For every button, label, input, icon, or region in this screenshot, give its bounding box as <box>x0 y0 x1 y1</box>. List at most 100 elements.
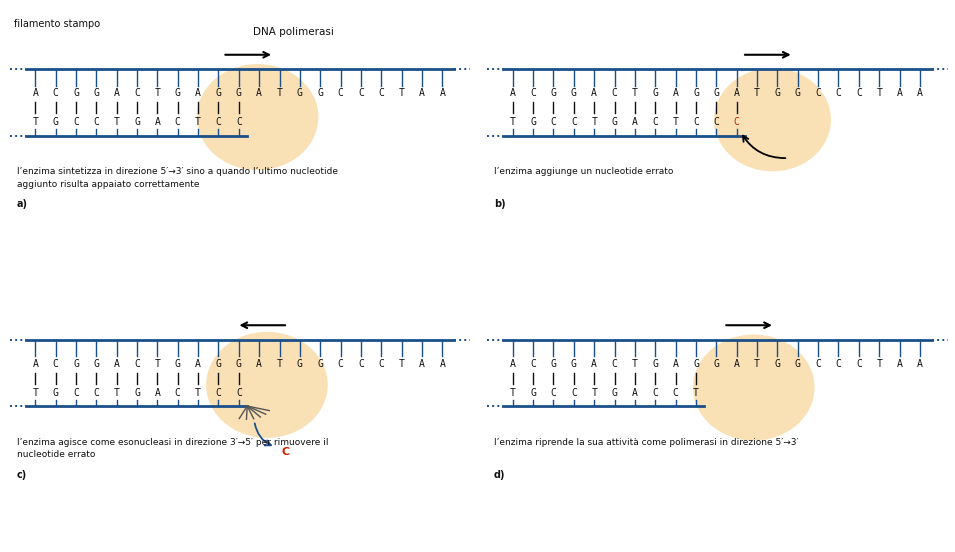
Text: C: C <box>134 359 140 369</box>
Text: C: C <box>236 118 242 128</box>
Text: T: T <box>399 88 405 98</box>
Text: A: A <box>114 359 119 369</box>
Text: G: G <box>94 88 99 98</box>
Text: G: G <box>693 88 699 98</box>
Text: A: A <box>733 88 739 98</box>
Text: G: G <box>175 359 180 369</box>
Text: G: G <box>53 118 58 128</box>
Text: G: G <box>611 388 618 398</box>
Text: T: T <box>32 118 38 128</box>
Text: G: G <box>551 88 557 98</box>
Text: C: C <box>713 118 719 128</box>
Text: C: C <box>571 388 577 398</box>
Text: C: C <box>551 388 557 398</box>
Text: A: A <box>632 118 638 128</box>
Text: G: G <box>693 359 699 369</box>
Text: T: T <box>155 359 160 369</box>
Text: C: C <box>338 359 344 369</box>
Text: G: G <box>652 88 658 98</box>
Text: filamento stampo: filamento stampo <box>14 19 100 29</box>
Text: C: C <box>611 88 618 98</box>
Text: A: A <box>155 118 160 128</box>
Text: A: A <box>917 359 923 369</box>
Text: G: G <box>236 359 242 369</box>
Text: T: T <box>399 359 405 369</box>
Text: G: G <box>74 359 79 369</box>
Text: G: G <box>795 88 800 98</box>
Text: l’enzima aggiunge un nucleotide errato: l’enzima aggiunge un nucleotide errato <box>494 167 673 177</box>
Text: T: T <box>632 359 638 369</box>
Ellipse shape <box>197 64 318 170</box>
Text: A: A <box>195 359 202 369</box>
Text: T: T <box>277 88 283 98</box>
Text: C: C <box>282 448 289 458</box>
Text: d): d) <box>494 470 505 480</box>
Text: G: G <box>216 359 222 369</box>
Text: G: G <box>94 359 99 369</box>
Text: A: A <box>256 88 262 98</box>
Text: C: C <box>530 88 536 98</box>
Text: T: T <box>195 118 202 128</box>
Text: T: T <box>754 359 760 369</box>
Text: C: C <box>378 88 384 98</box>
Text: G: G <box>530 388 536 398</box>
Text: DNA polimerasi: DNA polimerasi <box>253 27 333 37</box>
Text: G: G <box>652 359 658 369</box>
Text: T: T <box>591 388 597 398</box>
Text: C: C <box>338 88 344 98</box>
Text: l’enzima agisce come esonucleasi in direzione 3′→5′ per rimuovere il
nucleotide : l’enzima agisce come esonucleasi in dire… <box>16 438 329 459</box>
Text: T: T <box>877 88 882 98</box>
Text: T: T <box>510 388 516 398</box>
Text: T: T <box>114 388 119 398</box>
Text: l’enzima riprende la sua attività come polimerasi in direzione 5′→3′: l’enzima riprende la sua attività come p… <box>494 438 798 447</box>
Text: C: C <box>652 118 658 128</box>
Text: A: A <box>591 359 597 369</box>
Text: A: A <box>155 388 160 398</box>
Text: A: A <box>897 88 902 98</box>
Ellipse shape <box>693 335 815 440</box>
Text: C: C <box>551 118 557 128</box>
Text: T: T <box>693 388 699 398</box>
Text: C: C <box>175 388 180 398</box>
Text: A: A <box>419 88 425 98</box>
Text: G: G <box>775 88 780 98</box>
Text: G: G <box>611 118 618 128</box>
Text: A: A <box>672 88 679 98</box>
Text: G: G <box>571 88 577 98</box>
Text: A: A <box>897 359 902 369</box>
Text: C: C <box>836 359 841 369</box>
Text: A: A <box>510 88 516 98</box>
Text: A: A <box>195 88 202 98</box>
Text: G: G <box>775 359 780 369</box>
Text: T: T <box>114 118 119 128</box>
Text: G: G <box>53 388 58 398</box>
Text: C: C <box>94 388 99 398</box>
Text: T: T <box>155 88 160 98</box>
Text: T: T <box>277 359 283 369</box>
Text: b): b) <box>494 199 506 209</box>
Text: G: G <box>317 88 323 98</box>
Text: C: C <box>378 359 384 369</box>
Text: A: A <box>510 359 516 369</box>
Text: C: C <box>74 388 79 398</box>
Text: C: C <box>53 88 58 98</box>
Text: A: A <box>591 88 597 98</box>
Text: c): c) <box>16 470 27 480</box>
Text: A: A <box>917 88 923 98</box>
Text: A: A <box>439 88 445 98</box>
Text: C: C <box>571 118 577 128</box>
Text: C: C <box>74 118 79 128</box>
Text: C: C <box>733 118 739 128</box>
Text: C: C <box>816 359 821 369</box>
Text: C: C <box>216 118 222 128</box>
Text: C: C <box>652 388 658 398</box>
Text: C: C <box>358 359 364 369</box>
Text: G: G <box>175 88 180 98</box>
Text: T: T <box>591 118 597 128</box>
Text: T: T <box>632 88 638 98</box>
Text: G: G <box>74 88 79 98</box>
Text: C: C <box>856 359 861 369</box>
Text: A: A <box>733 359 739 369</box>
Text: C: C <box>693 118 699 128</box>
Ellipse shape <box>714 68 831 171</box>
